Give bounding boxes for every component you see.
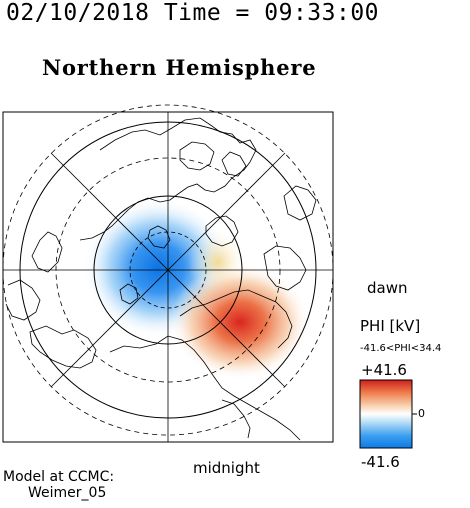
meridian-diagonal-2: [50, 152, 286, 388]
model-credit-line2: Weimer_05: [28, 485, 107, 501]
colorbar-max-label: +41.6: [361, 361, 407, 379]
positive-potential-cell: [170, 264, 310, 380]
coastline-pole-island: [147, 225, 171, 249]
map-frame: [2, 111, 334, 443]
coastline-asia: [109, 335, 301, 441]
coastline-arctic-island-2: [221, 151, 247, 177]
potential-field: [83, 198, 310, 380]
midnight-label: midnight: [193, 459, 260, 477]
colorbar-zero-label: 0: [418, 407, 425, 420]
coastline-europe: [29, 325, 97, 369]
coastline-greenland-part: [31, 231, 63, 273]
coastline-siberia: [179, 289, 293, 349]
hemisphere-title: Northern Hemisphere: [42, 55, 317, 80]
colorbar: [359, 379, 413, 449]
coastline-east-island: [283, 185, 317, 221]
colorbar-range: -41.6<PHI<34.4: [360, 343, 442, 354]
dawn-label: dawn: [367, 279, 408, 297]
coastline-west: [5, 279, 41, 321]
colorbar-title: PHI [kV]: [360, 317, 421, 335]
model-credit-line1: Model at CCMC:: [3, 469, 115, 485]
coastline-peninsula: [263, 245, 307, 291]
meridians: [3, 112, 333, 442]
colorbar-min-label: -41.6: [361, 453, 400, 471]
coastline-south-east: [221, 399, 251, 439]
coastline-arctic-islands: [179, 141, 215, 171]
coastline-small-island: [119, 283, 139, 305]
datetime-header: 02/10/2018 Time = 09:33:00: [6, 0, 380, 26]
